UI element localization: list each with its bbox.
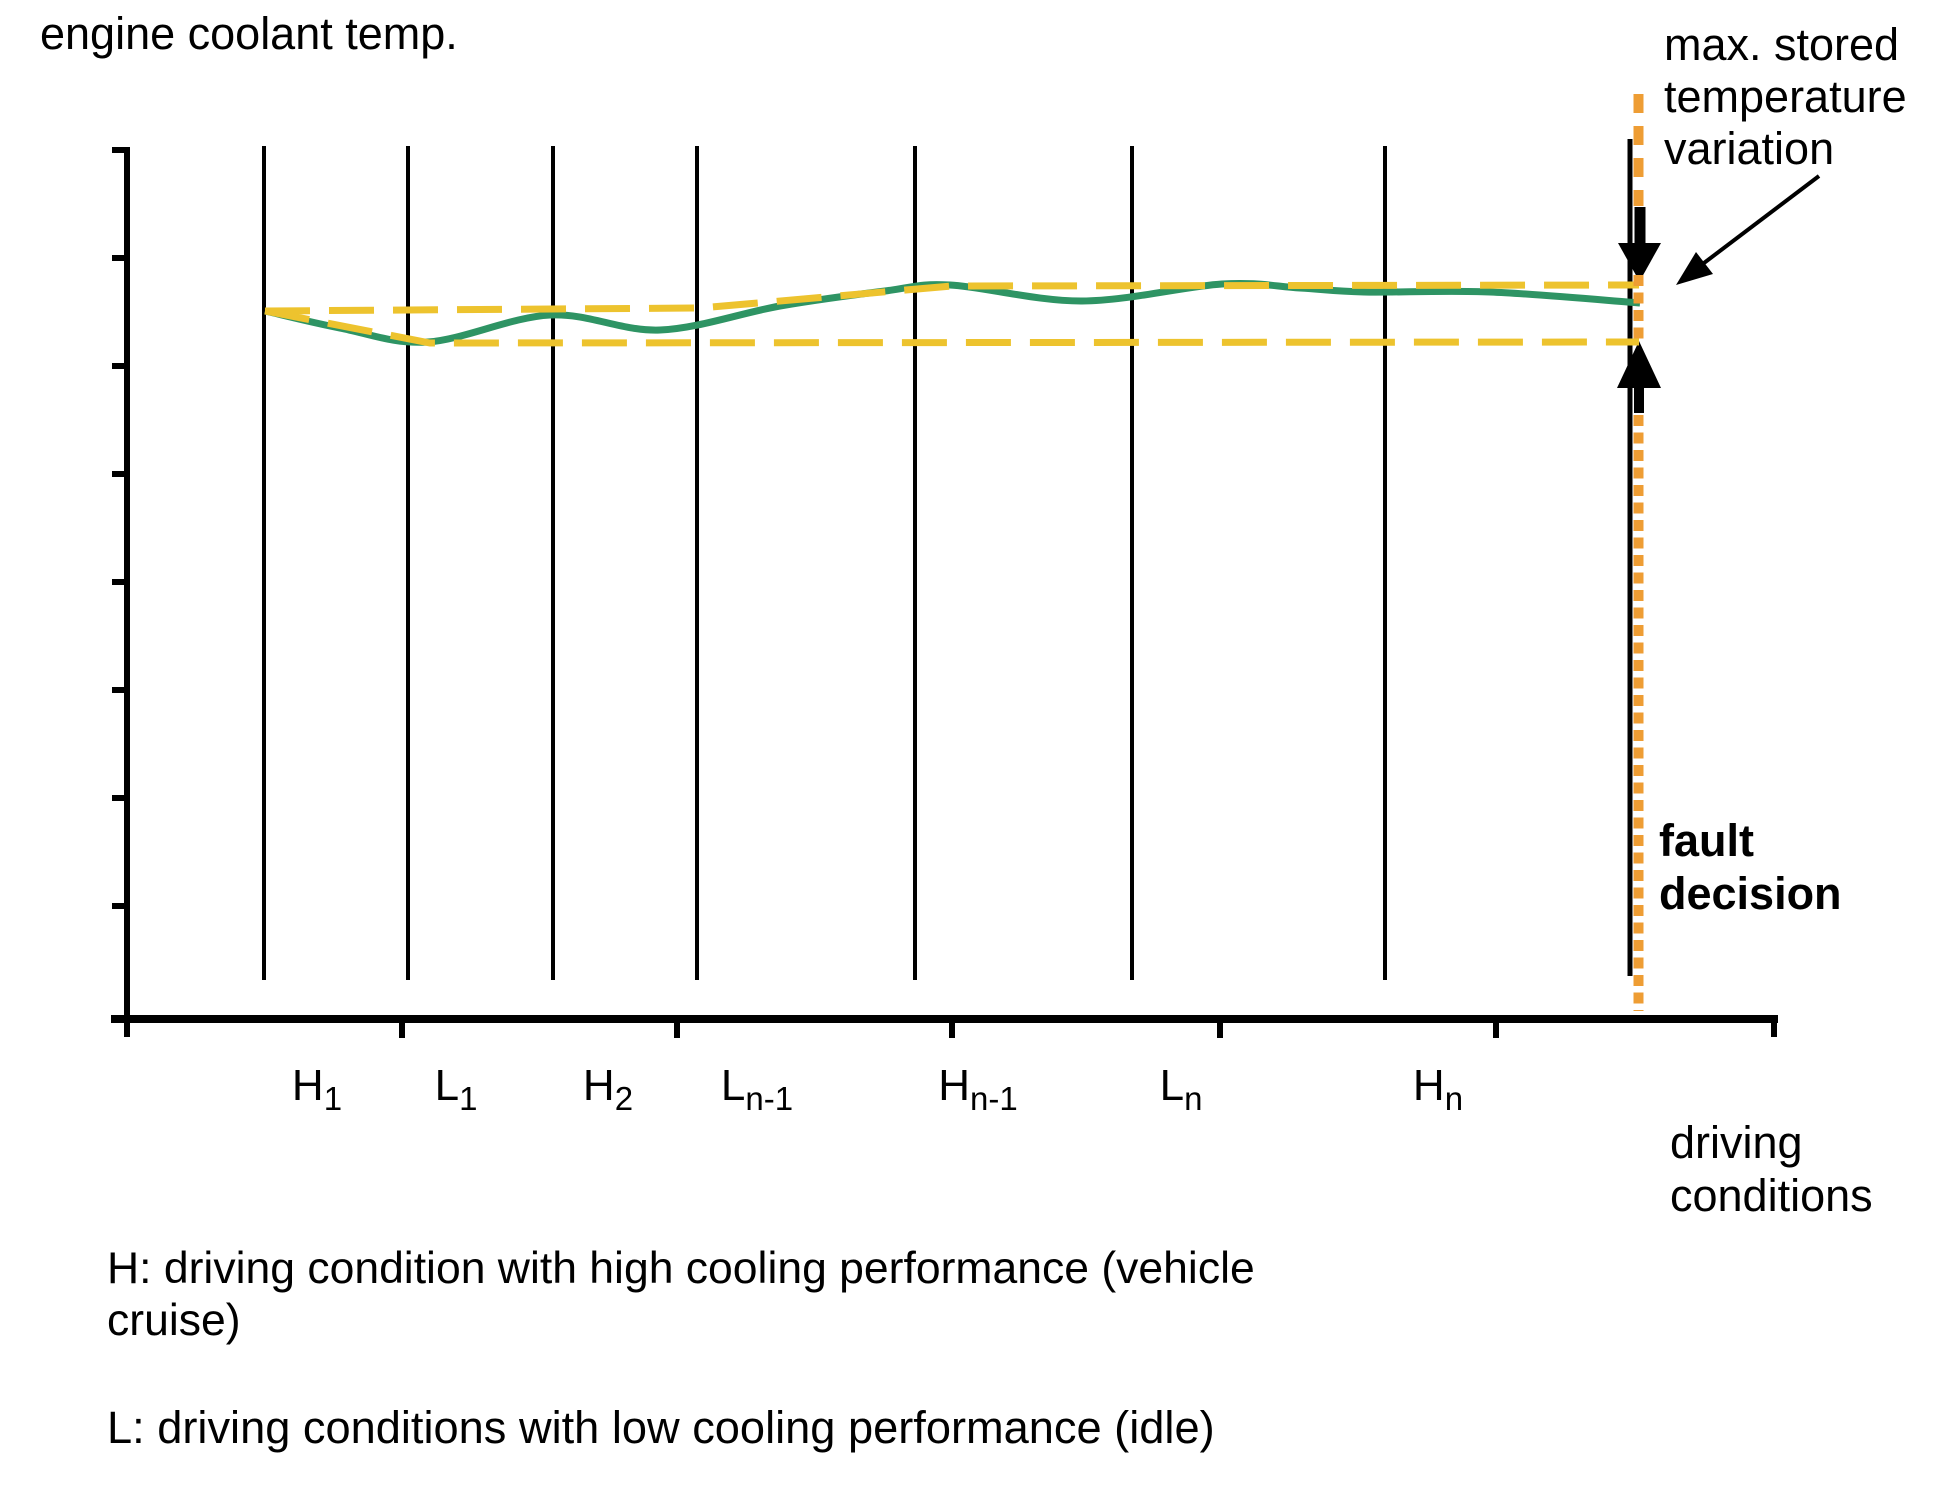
svg-text:H1: H1 xyxy=(292,1061,342,1117)
svg-text:temperature: temperature xyxy=(1664,71,1907,122)
svg-text:Ln: Ln xyxy=(1160,1061,1203,1117)
svg-text:fault: fault xyxy=(1659,815,1754,866)
svg-text:variation: variation xyxy=(1664,123,1834,174)
svg-text:engine coolant temp.: engine coolant temp. xyxy=(40,8,458,59)
svg-text:conditions: conditions xyxy=(1670,1170,1873,1221)
svg-text:cruise): cruise) xyxy=(107,1296,241,1345)
svg-text:decision: decision xyxy=(1659,868,1842,919)
svg-text:Hn: Hn xyxy=(1413,1061,1463,1117)
svg-text:driving: driving xyxy=(1670,1117,1803,1168)
svg-text:max. stored: max. stored xyxy=(1664,19,1899,70)
svg-text:Ln-1: Ln-1 xyxy=(721,1061,793,1117)
svg-text:L: driving conditions with low: L: driving conditions with low cooling p… xyxy=(107,1402,1215,1453)
svg-text:H2: H2 xyxy=(583,1061,633,1117)
svg-text:H: driving condition with high: H: driving condition with high cooling p… xyxy=(107,1244,1255,1293)
svg-text:L1: L1 xyxy=(435,1061,478,1117)
svg-text:Hn-1: Hn-1 xyxy=(938,1061,1017,1117)
